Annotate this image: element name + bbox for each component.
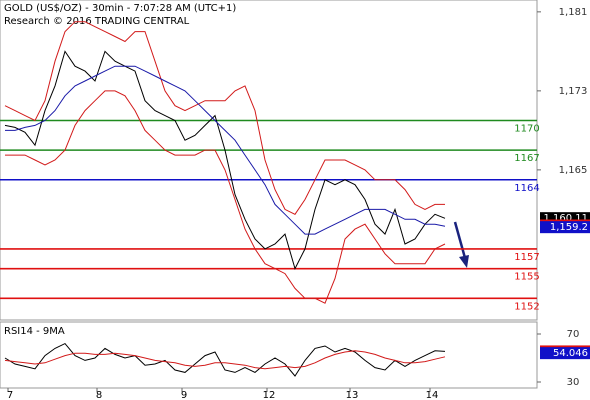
forecast-arrow (453, 221, 469, 268)
level-label: 1170 (514, 123, 539, 134)
y-tick-label: 1,181 (559, 7, 588, 18)
x-tick-label: 7 (7, 390, 13, 400)
level-label: 1167 (514, 153, 539, 164)
x-tick-label: 12 (263, 390, 276, 400)
level-label: 1157 (514, 252, 539, 263)
chart-subtitle: Research © 2016 TRADING CENTRAL (4, 16, 190, 27)
price-tag-label: 1,160.11 (543, 213, 588, 224)
x-tick-label: 9 (181, 390, 187, 400)
y-tick-label: 70 (567, 329, 580, 340)
level-label: 1155 (514, 272, 539, 283)
level-label: 1164 (514, 183, 539, 194)
price-tag-label: 1,159.2 (550, 222, 588, 233)
y-tick-label: 1,173 (559, 86, 588, 97)
series-line (4, 21, 445, 215)
rsi-title: RSI14 - 9MA (4, 326, 65, 337)
x-tick-label: 14 (426, 390, 439, 400)
level-label: 1152 (514, 301, 539, 312)
series-line (4, 342, 446, 377)
price-panel (0, 0, 538, 321)
rsi-panel (0, 321, 538, 389)
chart-title: GOLD (US$/OZ) - 30min - 7:07:28 AM (UTC+… (4, 3, 236, 14)
series-line (4, 50, 446, 270)
series-line (4, 350, 446, 370)
price-tag-label: 54.046 (553, 348, 588, 359)
y-tick-label: 30 (567, 377, 580, 388)
series-line (5, 90, 446, 304)
y-tick-label: 1,165 (559, 165, 588, 176)
x-tick-label: 13 (346, 390, 359, 400)
series-line (5, 65, 446, 235)
price-tag (540, 347, 590, 360)
x-tick-label: 8 (96, 390, 102, 400)
price-tag (540, 221, 590, 234)
